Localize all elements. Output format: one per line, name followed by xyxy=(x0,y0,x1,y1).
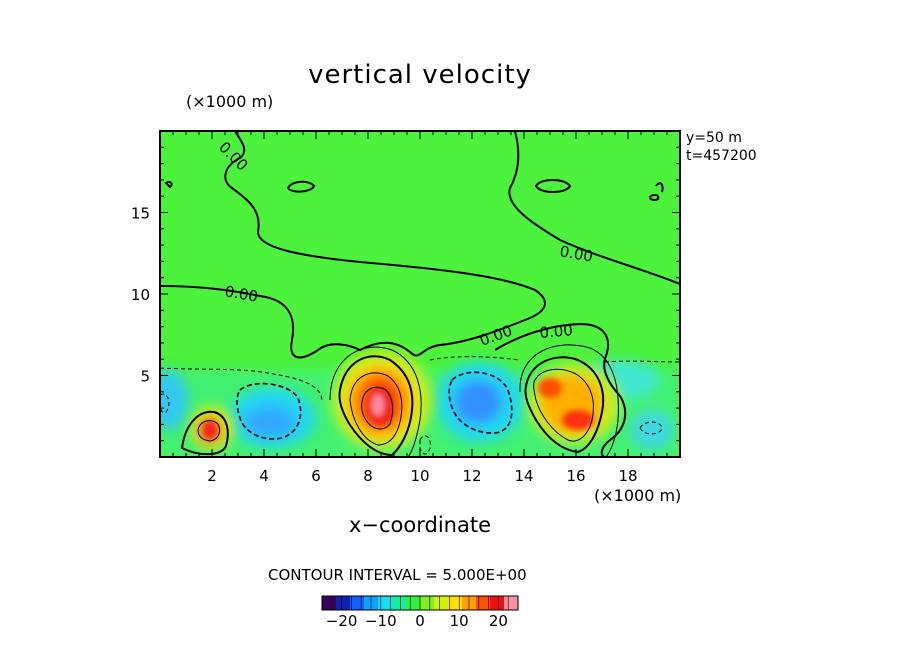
colorbar-tick-label: 0 xyxy=(415,612,425,630)
annotation-time: t=457200 xyxy=(686,148,757,164)
contour-label: 0.00 xyxy=(223,282,259,306)
colorbar-swatch xyxy=(490,596,505,610)
chart-title: vertical velocity xyxy=(308,60,532,90)
colorbar-swatch xyxy=(322,596,337,610)
x-axis-label: x−coordinate xyxy=(348,513,492,537)
colorbar-tick-label: 20 xyxy=(489,612,508,630)
colorbar-swatch xyxy=(420,596,435,610)
y-axis-unit: (×1000 m) xyxy=(186,92,274,111)
x-tick-label: 2 xyxy=(207,467,217,485)
colorbar-swatch xyxy=(378,596,393,610)
colorbar-swatch xyxy=(406,596,421,610)
axis-ticks: 2 4 6 8 10 12 14 16 18 5 10 15 xyxy=(131,131,680,485)
x-tick-label: 12 xyxy=(462,467,481,485)
colorbar-swatch xyxy=(504,596,519,610)
contour-label: 0.00 xyxy=(539,321,574,342)
colorbar-swatch xyxy=(350,596,365,610)
x-axis-unit: (×1000 m) xyxy=(594,486,682,505)
contour-label: 0.00 xyxy=(558,242,594,266)
y-tick-label: 15 xyxy=(131,205,150,223)
x-tick-label: 8 xyxy=(363,467,373,485)
x-tick-label: 4 xyxy=(259,467,269,485)
colorbar-swatch xyxy=(448,596,463,610)
colorbar-tick-label: 10 xyxy=(450,612,469,630)
colorbar: −20 −10 0 10 20 xyxy=(321,595,519,630)
colorbar-tick-label: −10 xyxy=(365,612,397,630)
x-tick-label: 16 xyxy=(566,467,585,485)
downdraft-regions xyxy=(160,360,674,450)
field-layer xyxy=(160,131,680,457)
y-tick-label: 5 xyxy=(140,368,150,386)
annotation-y-position: y=50 m xyxy=(686,130,742,146)
colorbar-swatch xyxy=(392,596,407,610)
contour-lines xyxy=(160,131,680,457)
updraft-cores xyxy=(203,378,594,439)
colorbar-tick-label: −20 xyxy=(326,612,358,630)
colorbar-swatch xyxy=(336,596,351,610)
x-tick-label: 14 xyxy=(514,467,533,485)
x-tick-label: 6 xyxy=(311,467,321,485)
x-tick-label: 18 xyxy=(618,467,637,485)
x-tick-label: 10 xyxy=(410,467,429,485)
contour-interval-label: CONTOUR INTERVAL = 5.000E+00 xyxy=(268,566,527,584)
y-tick-label: 10 xyxy=(131,286,150,304)
colorbar-swatch xyxy=(476,596,491,610)
colorbar-swatch xyxy=(434,596,449,610)
